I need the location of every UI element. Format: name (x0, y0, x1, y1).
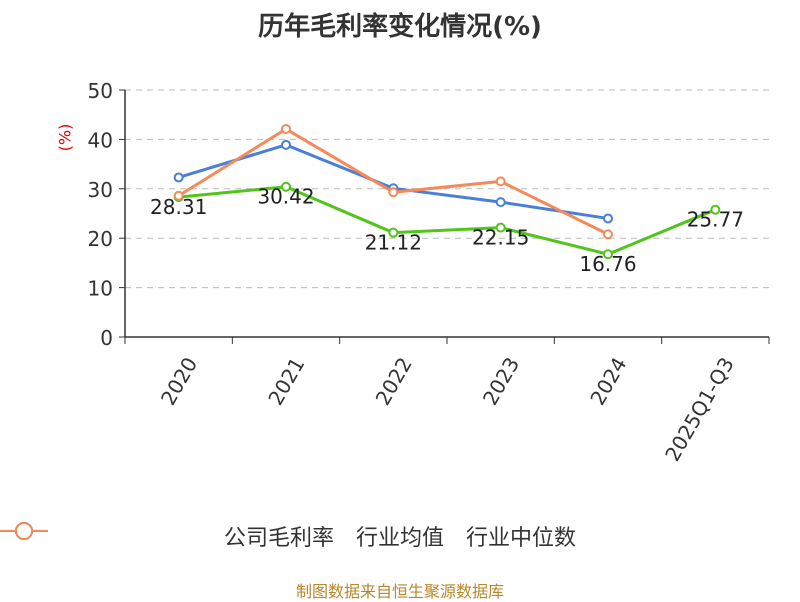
data-label: 22.15 (472, 226, 529, 250)
legend-label-industry-median: 行业中位数 (466, 526, 577, 551)
data-point (281, 181, 291, 192)
data-point (603, 213, 613, 224)
data-point (388, 227, 399, 238)
chart-title: 历年毛利率变化情况(%) (258, 12, 542, 42)
x-tick-label: 2024 (585, 353, 631, 409)
data-label: 21.12 (365, 231, 422, 255)
data-label: 25.77 (687, 208, 744, 232)
data-label: 28.31 (150, 195, 207, 219)
data-point (603, 229, 613, 240)
data-point (173, 172, 184, 183)
legend-item-industry-mean[interactable]: 行业均值 (0, 520, 444, 552)
y-tick-label: 50 (88, 79, 113, 103)
y-tick-label: 40 (88, 128, 113, 152)
x-tick-label: 2021 (263, 353, 309, 409)
legend-label-industry-mean: 行业均值 (355, 526, 444, 551)
series-line-0 (178, 185, 716, 256)
x-tick-label: 2025Q1-Q3 (660, 353, 739, 465)
data-point (495, 176, 506, 187)
data-label: 30.42 (257, 185, 314, 209)
legend-marker-industry-median (0, 522, 48, 540)
y-tick-label: 10 (88, 277, 113, 301)
data-point (281, 124, 291, 135)
x-tick-label: 2022 (371, 353, 417, 409)
data-source-note: 制图数据来自恒生聚源数据库 (295, 582, 504, 601)
x-tick-label: 2020 (156, 353, 202, 409)
data-point (173, 190, 184, 201)
legend-item-company[interactable]: 公司毛利率 (0, 520, 334, 552)
data-point (603, 249, 613, 260)
data-point (495, 197, 506, 208)
y-tick-label: 0 (100, 326, 113, 350)
data-point (281, 139, 291, 150)
data-label: 16.76 (579, 252, 636, 276)
data-point (388, 187, 399, 198)
chart-legend: 公司毛利率 行业均值 行业中位数 (0, 520, 800, 552)
series-line-2 (177, 127, 609, 236)
y-tick-label: 30 (88, 178, 113, 202)
legend-item-industry-median[interactable]: 行业中位数 (0, 520, 577, 552)
data-point (710, 204, 721, 215)
data-point (495, 222, 506, 233)
legend-label-company: 公司毛利率 (223, 526, 334, 551)
y-tick-label: 20 (88, 227, 113, 251)
x-tick-label: 2023 (478, 353, 524, 409)
